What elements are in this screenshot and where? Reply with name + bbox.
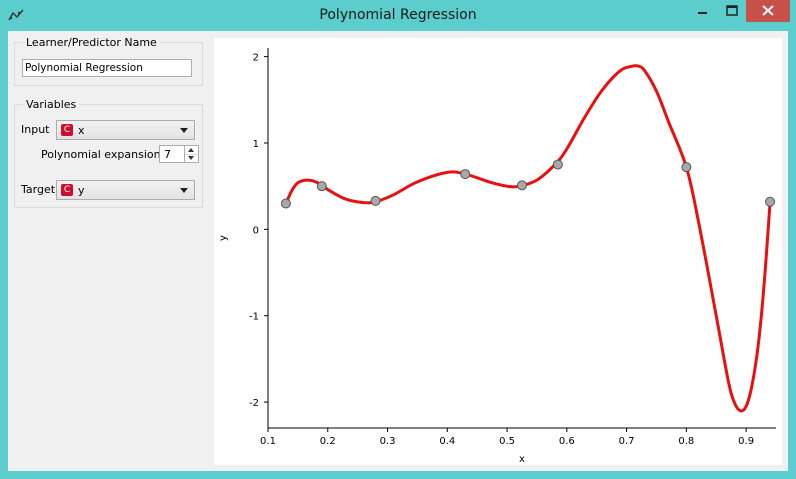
spin-up-icon[interactable]	[185, 146, 198, 154]
x-axis-ticks: 0.1 0.2 0.3 0.4 0.5 0.6 0.7 0.8 0.9	[260, 428, 754, 447]
x-tick-label: 0.5	[499, 436, 515, 447]
x-tick-label: 0.1	[260, 436, 276, 447]
learner-name-input[interactable]	[22, 59, 192, 77]
x-tick-label: 0.9	[738, 436, 754, 447]
data-point	[681, 162, 692, 173]
expansion-spinbox[interactable]: 7	[159, 145, 199, 163]
continuous-variable-icon: C	[61, 184, 73, 196]
data-point	[370, 195, 381, 206]
data-point	[316, 181, 327, 192]
regression-curve	[284, 64, 772, 413]
name-group-title: Learner/Predictor Name	[23, 36, 160, 49]
regression-plot: 0.1 0.2 0.3 0.4 0.5 0.6 0.7 0.8 0.9 -2 -1 0 1 2 x y	[218, 48, 776, 465]
y-tick-label: -2	[249, 398, 259, 409]
variables-group-title: Variables	[23, 98, 80, 111]
target-value: y	[78, 184, 85, 197]
y-tick-label: 0	[253, 225, 259, 236]
spin-down-icon[interactable]	[185, 154, 198, 163]
x-tick-label: 0.3	[380, 436, 396, 447]
x-axis-label: x	[519, 454, 525, 465]
input-combo[interactable]: C x	[56, 120, 195, 140]
close-button[interactable]	[746, 0, 790, 22]
input-value: x	[78, 124, 85, 137]
variables-group: Variables Input C x Polynomial expansion…	[14, 98, 203, 208]
window-title: Polynomial Regression	[319, 7, 477, 23]
minimize-button[interactable]	[688, 0, 718, 22]
target-combo[interactable]: C y	[56, 180, 195, 200]
x-tick-label: 0.4	[439, 436, 455, 447]
x-tick-label: 0.8	[678, 436, 694, 447]
maximize-icon	[726, 5, 738, 16]
x-tick-label: 0.6	[559, 436, 575, 447]
name-group: Learner/Predictor Name	[14, 36, 203, 86]
regression-icon	[8, 9, 24, 21]
data-point	[517, 180, 527, 191]
data-point	[460, 169, 471, 180]
data-point	[765, 196, 776, 207]
y-tick-label: 2	[253, 53, 259, 64]
maximize-button[interactable]	[718, 0, 746, 22]
data-points	[280, 159, 776, 209]
target-label: Target	[21, 183, 56, 196]
y-tick-label: -1	[249, 312, 259, 323]
client-area: Learner/Predictor Name Variables Input C…	[8, 31, 788, 471]
data-point	[552, 159, 563, 170]
x-tick-label: 0.2	[320, 436, 336, 447]
expansion-label: Polynomial expansion:	[41, 148, 165, 161]
plot-axes	[267, 48, 776, 429]
input-label: Input	[21, 123, 50, 136]
spin-buttons	[184, 146, 198, 162]
plot-area[interactable]: 0.1 0.2 0.3 0.4 0.5 0.6 0.7 0.8 0.9 -2 -1 0 1 2 x y	[214, 38, 782, 465]
chevron-down-icon	[180, 128, 188, 133]
x-tick-label: 0.7	[619, 436, 635, 447]
close-icon	[762, 5, 774, 16]
title-bar[interactable]: Polynomial Regression	[0, 0, 796, 31]
expansion-value: 7	[164, 148, 171, 161]
chevron-down-icon	[180, 188, 188, 193]
y-axis-ticks: -2 -1 0 1 2	[249, 53, 268, 409]
continuous-variable-icon: C	[61, 124, 73, 136]
minimize-icon	[698, 12, 707, 14]
y-axis-label: y	[218, 235, 229, 241]
y-tick-label: 1	[253, 139, 259, 150]
data-point	[280, 198, 291, 209]
